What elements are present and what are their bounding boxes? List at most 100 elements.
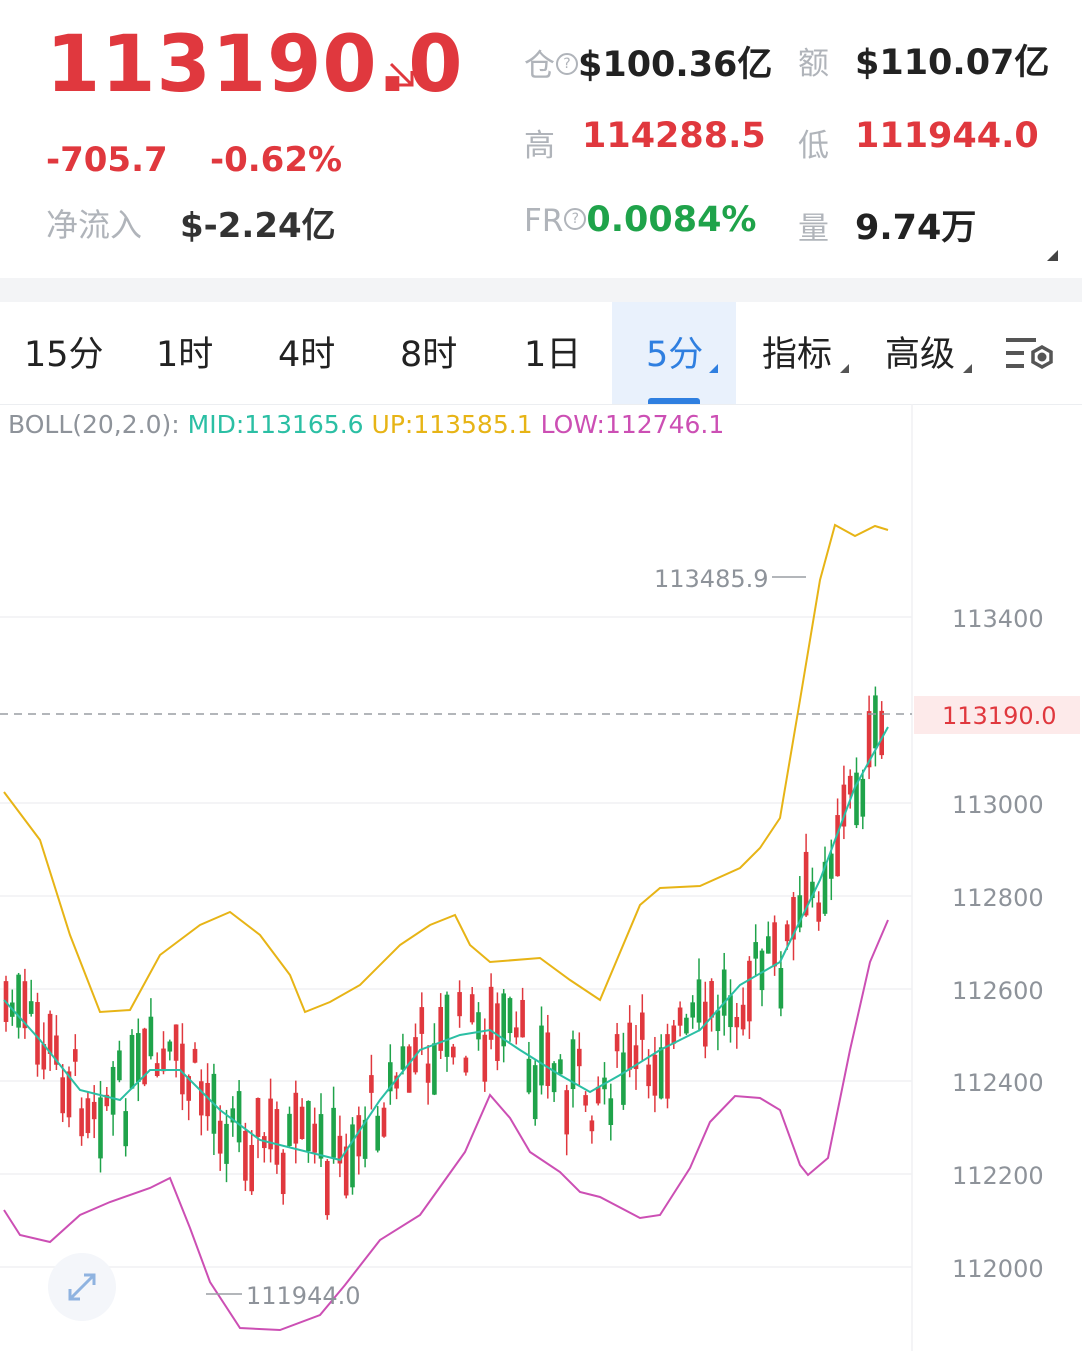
- boll-low: LOW:112746.1: [540, 410, 725, 439]
- y-tick-label: 112200: [952, 1162, 1044, 1190]
- candle-body: [375, 1115, 380, 1151]
- candle-body: [551, 1063, 557, 1093]
- candle-body: [608, 1098, 614, 1126]
- candle-body: [866, 711, 872, 768]
- candlestick-chart[interactable]: 113485.9 111944.0 113400 113000 112800 1…: [0, 404, 1082, 1351]
- candle-body: [873, 695, 878, 749]
- candle-body: [236, 1091, 242, 1143]
- chart-settings-icon[interactable]: [1004, 334, 1056, 378]
- y-tick-label: 112400: [952, 1069, 1044, 1097]
- expand-stats-icon[interactable]: [1047, 250, 1058, 261]
- candle-body: [274, 1109, 280, 1165]
- boll-mid: MID:113165.6: [187, 410, 364, 439]
- candle-body: [325, 1160, 330, 1216]
- candle-body: [369, 1075, 374, 1093]
- candle-body: [797, 895, 803, 928]
- funding-rate-label: FR: [524, 203, 564, 239]
- price-change-percent: -0.62%: [210, 140, 343, 180]
- candle-body: [558, 1059, 563, 1075]
- candle-body: [123, 1111, 128, 1147]
- tab-15m[interactable]: 15分: [24, 335, 104, 375]
- y-axis: 113400 113000 112800 112600 112400 11220…: [952, 605, 1044, 1283]
- candle-body: [16, 974, 21, 1028]
- candle-body: [167, 1041, 173, 1052]
- candle-body: [721, 969, 727, 1016]
- candle-body: [293, 1092, 299, 1144]
- candle-body: [684, 1017, 689, 1034]
- candle-body: [482, 1034, 488, 1082]
- candle-body: [432, 1043, 437, 1095]
- candle-body: [564, 1090, 569, 1135]
- candle-body: [514, 1027, 519, 1038]
- funding-rate[interactable]: FR? 0.0084%: [524, 200, 757, 240]
- tab-indicators[interactable]: 指标: [762, 302, 862, 404]
- current-price-tag: [914, 696, 1080, 734]
- candle-body: [728, 995, 733, 1028]
- candle-body: [532, 1065, 538, 1120]
- candle-body: [451, 1046, 456, 1058]
- candle-body: [595, 1086, 601, 1104]
- candle-body: [539, 1025, 544, 1086]
- candle-body: [362, 1119, 368, 1159]
- expand-icon[interactable]: [48, 1253, 116, 1321]
- candle-body: [677, 1007, 683, 1026]
- candle-body: [224, 1123, 229, 1164]
- candle-body: [394, 1075, 399, 1089]
- candle-body: [85, 1098, 91, 1134]
- interval-tab-bar: 15分 1时 4时 8时 1日 5分 指标 高级: [0, 302, 1082, 405]
- candle-body: [860, 778, 866, 817]
- candle-body: [822, 861, 828, 914]
- candle-body: [425, 1063, 431, 1083]
- candle-body: [173, 1024, 179, 1061]
- active-tab-underline: [648, 398, 700, 404]
- candle-body: [696, 979, 702, 1023]
- candle-body: [463, 1057, 469, 1073]
- candle-body: [249, 1144, 254, 1192]
- candle-body: [665, 1034, 670, 1099]
- candle-body: [841, 784, 847, 827]
- tab-5m[interactable]: 5分: [612, 302, 736, 404]
- candle-body: [136, 1033, 141, 1082]
- candle-body: [803, 851, 809, 916]
- boll-lower-line: [3, 919, 889, 1332]
- boll-name: BOLL(20,2.0):: [8, 410, 180, 439]
- candle-body: [734, 1016, 740, 1028]
- candle-body: [690, 1002, 695, 1018]
- turnover-label: 额: [798, 46, 829, 82]
- section-divider: [0, 278, 1082, 302]
- candle-body: [791, 897, 796, 940]
- help-icon[interactable]: ?: [564, 208, 587, 230]
- tab-4h[interactable]: 4时: [278, 335, 336, 375]
- candle-body: [810, 881, 815, 899]
- candle-body: [186, 1076, 191, 1101]
- arrow-down-right-icon: [389, 62, 414, 87]
- funding-rate-value: 0.0084%: [586, 200, 757, 240]
- boll-indicator-readout: BOLL(20,2.0): MID:113165.6 UP:113585.1 L…: [8, 410, 724, 439]
- min-price-marker: 111944.0: [246, 1282, 361, 1310]
- candle-body: [91, 1101, 97, 1120]
- candle-body: [526, 1058, 532, 1093]
- candle-body: [255, 1097, 261, 1138]
- candle-body: [640, 1012, 645, 1040]
- candle-body: [268, 1098, 273, 1150]
- help-icon[interactable]: ?: [556, 53, 578, 75]
- candle-body: [784, 924, 790, 942]
- candle-body: [495, 1003, 500, 1061]
- candle-body: [469, 994, 475, 1023]
- volume-value: 9.74万: [855, 208, 977, 248]
- tab-1d[interactable]: 1日: [524, 335, 582, 375]
- candle-body: [847, 775, 853, 795]
- candle-body: [583, 1095, 588, 1106]
- tab-advanced[interactable]: 高级: [885, 302, 985, 404]
- low-value: 111944.0: [855, 116, 1039, 156]
- tab-1h[interactable]: 1时: [156, 335, 214, 375]
- open-interest-value: $100.36亿: [578, 45, 773, 85]
- dropdown-indicator-icon: [840, 364, 849, 373]
- candle-body: [230, 1108, 236, 1123]
- open-interest[interactable]: 仓? $100.36亿: [524, 36, 772, 87]
- candle-body: [577, 1048, 582, 1067]
- y-tick-label: 113000: [952, 791, 1044, 819]
- net-inflow-label: 净流入: [46, 206, 143, 244]
- candle-body: [476, 1012, 481, 1040]
- tab-8h[interactable]: 8时: [400, 335, 458, 375]
